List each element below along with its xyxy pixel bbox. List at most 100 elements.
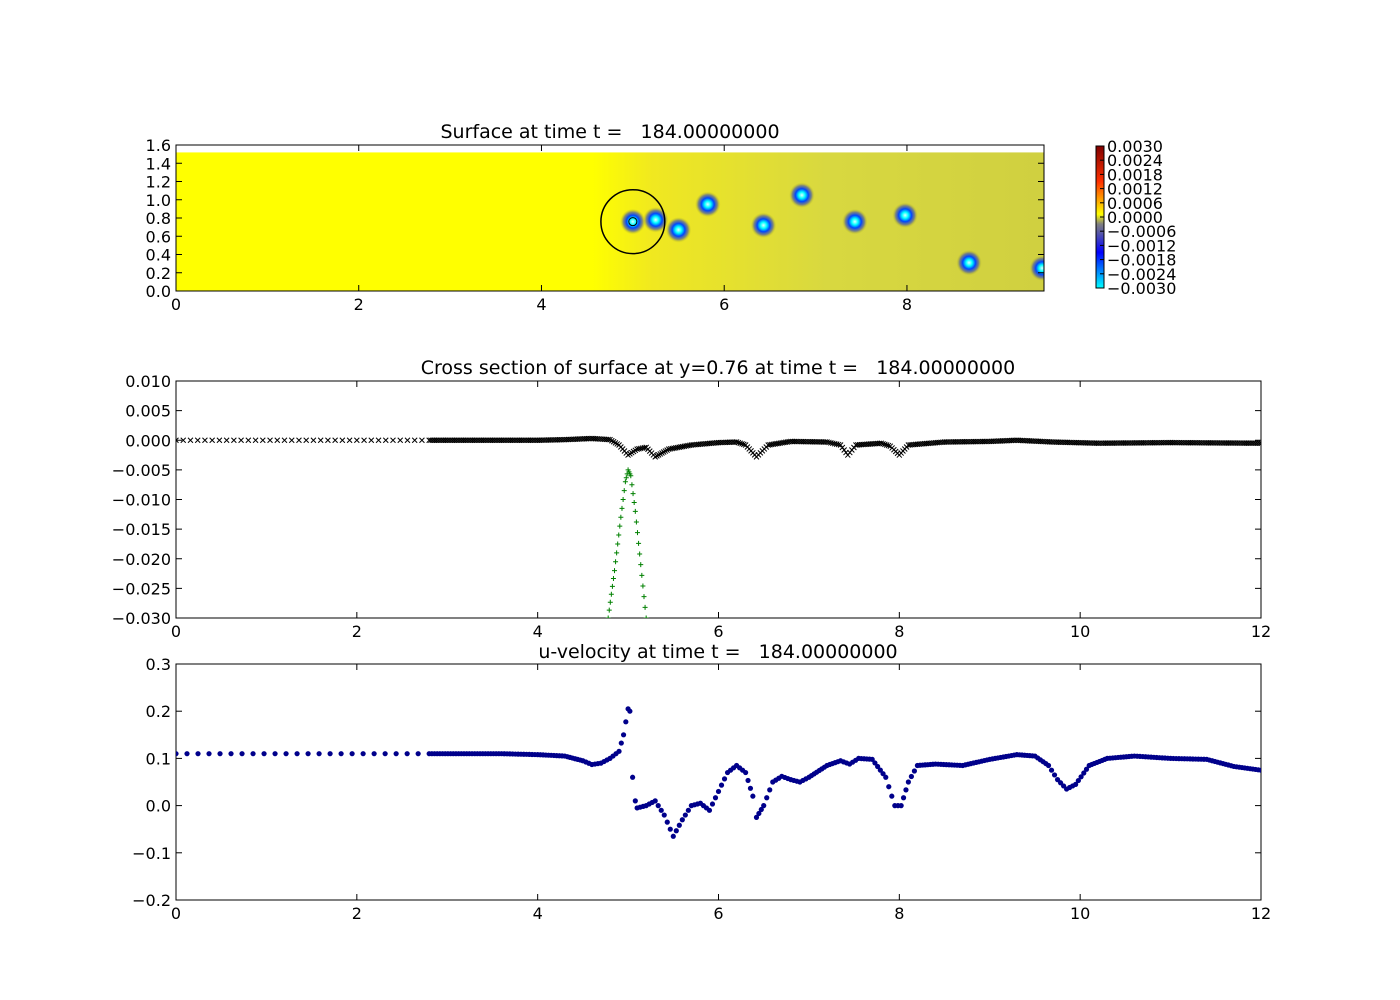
x-tick-label: 8 [894,904,904,923]
data-point-x [317,437,324,444]
y-tick-label: 0.010 [125,372,171,391]
data-point-x [878,440,885,447]
data-point-x [238,437,244,444]
data-point-x [361,437,367,444]
obstacle-circle [600,188,666,255]
y-tick-label: 0.005 [125,402,171,421]
y-tick-label: 0.2 [146,264,171,283]
data-point-dot [880,771,886,777]
data-point-dot [327,751,333,757]
surface-depression [842,208,868,235]
data-point-dot [1258,767,1261,773]
data-point-x [397,437,404,444]
data-point-dot [261,751,267,757]
surface-depression [956,249,982,276]
data-point-dot [706,807,713,813]
data-point-dot [206,751,212,757]
data-point-dot [676,822,682,828]
x-tick-label: 2 [354,295,364,314]
data-point-x [353,437,360,444]
obstacle-center [628,217,638,227]
y-tick-label: −0.030 [112,609,171,628]
data-point-x [883,442,890,448]
data-point-x [1256,440,1261,447]
data-point-x [310,437,317,444]
data-point-dot [718,782,725,788]
data-point-plus [623,475,629,481]
y-tick-label: −0.005 [112,461,171,480]
surface-depression [694,191,721,218]
u-velocity-axes-frame [175,663,1262,901]
y-tick-label: 0.1 [146,749,171,768]
data-point-x [288,437,295,444]
data-point-x [404,437,411,444]
data-point-plus [631,499,637,505]
y-tick-label: 0.8 [146,209,171,228]
data-point-dot [655,803,661,809]
data-point-dot [1073,781,1079,787]
data-point-dot [1075,777,1081,784]
data-point-dot [682,812,688,818]
data-point-plus [633,519,639,525]
data-point-plus [606,607,612,613]
x-tick-label: 6 [719,295,729,314]
y-tick-label: 0.0 [146,282,171,301]
data-point-dot [360,751,366,757]
data-point-plus [639,572,645,578]
data-point-x [216,437,223,444]
data-point-dot [228,751,234,757]
data-point-dot [667,826,673,832]
data-point-x [739,440,745,447]
x-tick-label: 0 [171,295,181,314]
data-point-x [733,439,740,445]
cross-section-axes-frame [175,380,1262,619]
data-point-dot [911,768,918,774]
data-point-dot [1083,766,1090,772]
data-point-dot [673,828,679,834]
data-point-x [332,437,338,444]
data-point-dot [753,814,760,821]
x-tick-label: 6 [713,904,723,923]
x-tick-label: 12 [1251,904,1271,923]
data-point-x [837,442,844,448]
data-point-dot [652,798,658,804]
data-point-plus [640,583,646,589]
data-point-x [882,441,888,448]
data-point-dot [747,785,754,791]
data-point-dot [872,760,878,766]
data-point-x [375,437,382,444]
data-point-x [176,437,179,444]
colorbar-tick-label: 0.0012 [1107,180,1163,199]
data-point-dot [620,732,627,738]
data-point-x [839,444,846,451]
surface-depression [665,217,692,243]
surface-depression [750,212,777,239]
data-point-dot [371,751,377,757]
data-point-dot [294,751,300,757]
data-point-plus [622,479,628,485]
data-point-x [735,439,742,446]
data-point-dot [632,798,638,804]
y-tick-label: −0.025 [112,579,171,598]
data-point-plus [629,482,635,488]
data-point-x [841,447,848,453]
data-point-plus [610,576,616,581]
data-point-x [202,437,208,444]
data-point-dot [709,801,716,807]
data-point-dot [623,719,629,725]
data-point-dot [685,807,691,813]
data-point-plus [609,583,615,589]
data-point-x [231,437,237,444]
data-point-x [296,437,302,444]
data-point-plus [612,568,618,574]
data-point-plus [614,550,620,556]
data-point-x [885,442,892,449]
x-tick-label: 4 [533,904,543,923]
data-point-dot [250,751,256,757]
data-point-dot [272,751,278,757]
data-point-x [194,437,201,444]
data-point-dot [316,751,322,757]
data-point-plus [637,551,643,557]
data-point-plus [616,532,622,538]
colorbar-tick-label: 0.0000 [1107,208,1163,227]
